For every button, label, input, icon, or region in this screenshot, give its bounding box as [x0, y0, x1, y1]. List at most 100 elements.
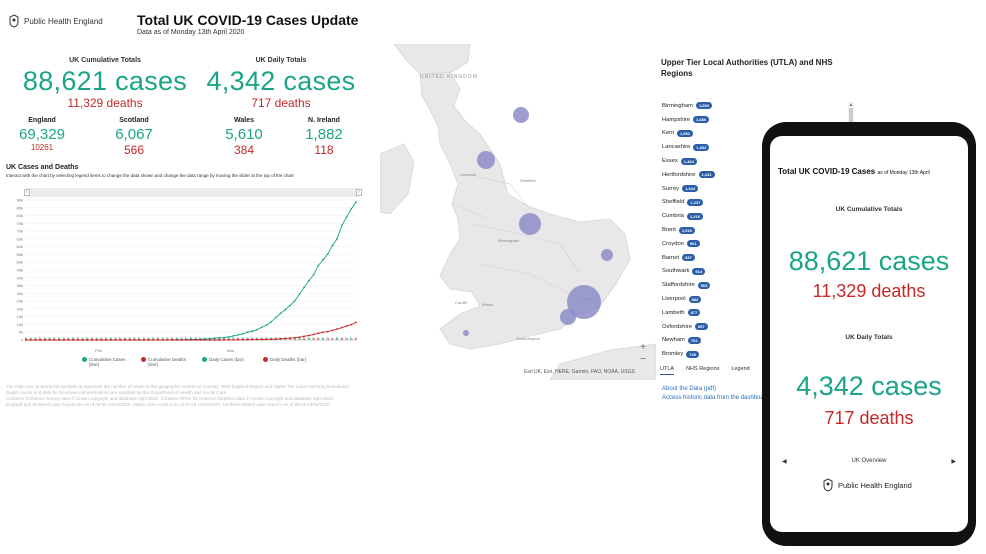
nation-name: Scotland: [119, 117, 149, 124]
utla-row[interactable]: Southwark 914: [662, 265, 848, 279]
utla-row[interactable]: Hampshire 1,686: [662, 113, 848, 127]
data-point: [312, 333, 315, 336]
data-point: [336, 328, 338, 330]
data-point: [91, 339, 93, 341]
utla-row[interactable]: Staffordshire 903: [662, 278, 848, 292]
phone-frame: Total UK COVID-19 Cases as of Monday 13t…: [762, 122, 976, 546]
data-point: [355, 321, 357, 324]
data-point: [147, 339, 150, 341]
nation-deaths: 10261: [30, 143, 54, 152]
legend-daily-deaths[interactable]: Daily Deaths (bar): [263, 357, 310, 367]
utla-row[interactable]: Liverpool 882: [662, 292, 848, 306]
case-bubble: [477, 151, 495, 169]
utla-name: Oxfordshire: [662, 323, 692, 330]
utla-row[interactable]: Birmingham 1,893: [662, 99, 848, 113]
scrollbar-thumb[interactable]: [849, 108, 853, 130]
data-point: [284, 308, 287, 311]
next-arrow-icon[interactable]: ▶: [951, 459, 956, 465]
phone-screen: Total UK COVID-19 Cases as of Monday 13t…: [770, 136, 968, 532]
legend-cumulative-cases[interactable]: Cumulative Cases (line): [82, 357, 127, 367]
cases-map[interactable]: UNITED KINGDOM Liverpool Sheffield Birmi…: [380, 44, 656, 380]
utla-row[interactable]: Surrey 1,344: [662, 182, 848, 196]
utla-row[interactable]: Lancashire 1,532: [662, 140, 848, 154]
prev-arrow-icon[interactable]: ◀: [782, 459, 787, 465]
data-point: [331, 244, 334, 247]
map-label: Southampton: [516, 336, 540, 341]
legend-daily-cases[interactable]: Daily Cases (bar): [202, 357, 249, 367]
utla-row[interactable]: Kent 1,552: [662, 127, 848, 141]
slider-handle-start[interactable]: ‹: [24, 189, 30, 196]
tab-utla[interactable]: UTLA: [660, 366, 675, 375]
about-data-link[interactable]: About the Data (pdf): [662, 386, 717, 392]
data-point: [251, 338, 254, 341]
utla-name: Newham: [662, 337, 685, 344]
nation-name: N. Ireland: [308, 117, 340, 124]
data-point: [326, 253, 329, 255]
data-point: [260, 338, 263, 341]
legend-cumulative-deaths[interactable]: Cumulative Deaths (line): [141, 357, 188, 367]
zoom-out-button[interactable]: −: [640, 354, 646, 365]
utla-row[interactable]: Lambeth 877: [662, 306, 848, 320]
data-point: [289, 337, 291, 339]
data-point: [237, 334, 240, 336]
data-point: [29, 339, 32, 341]
slider-handle-end[interactable]: ›: [356, 189, 362, 196]
data-point: [218, 336, 221, 339]
data-point: [322, 258, 324, 261]
utla-row[interactable]: Croydon 961: [662, 237, 848, 251]
utla-name: Staffordshire: [662, 282, 695, 289]
phe-logo: Public Health England: [8, 14, 103, 28]
historic-data-link[interactable]: Access historic data from the dashboard: [662, 395, 770, 401]
utla-count-badge: 1,464: [680, 157, 697, 165]
utla-row[interactable]: Essex 1,464: [662, 154, 848, 168]
data-point: [308, 279, 310, 282]
data-point: [275, 338, 277, 340]
legend-dot-icon: [202, 357, 207, 362]
data-point: [86, 339, 89, 341]
case-bubble: [463, 330, 469, 336]
utla-row[interactable]: Brent 1,016: [662, 223, 848, 237]
map-land-scotland: [393, 44, 471, 75]
data-point: [152, 339, 155, 341]
scroll-up-icon[interactable]: ▲: [848, 102, 854, 108]
data-point: [350, 208, 353, 210]
tab-nhs-regions[interactable]: NHS Regions: [686, 366, 720, 372]
utla-name: Barnet: [662, 254, 680, 261]
data-point: [119, 339, 122, 341]
data-point: [39, 339, 41, 341]
utla-row[interactable]: Sheffield 1,237: [662, 196, 848, 210]
map-label: Sheffield: [520, 178, 536, 183]
utla-row[interactable]: Cumbria 1,216: [662, 209, 848, 223]
data-point: [242, 338, 244, 341]
tab-legend[interactable]: Legend: [731, 366, 750, 372]
phone-cumulative-heading: UK Cumulative Totals: [835, 206, 903, 213]
y-tick-label: 80k: [17, 213, 23, 218]
utla-name: Lancashire: [662, 144, 691, 151]
utla-row[interactable]: Hertfordshire 1,441: [662, 168, 848, 182]
phone-date: as of Monday 13th April: [877, 170, 930, 176]
date-range-slider[interactable]: ‹ ›: [24, 188, 362, 197]
utla-name: Cumbria: [662, 213, 684, 220]
utla-row[interactable]: Oxfordshire 857: [662, 320, 848, 334]
data-point: [227, 336, 230, 338]
data-point: [204, 339, 207, 341]
y-tick-label: 65k: [17, 236, 23, 241]
utla-list: Birmingham 1,893 Hampshire 1,686 Kent 1,552 La…: [662, 99, 848, 361]
utla-row[interactable]: Bromley 749: [662, 347, 848, 361]
data-point: [246, 338, 249, 341]
data-point: [171, 339, 174, 341]
data-point: [77, 339, 79, 341]
case-bubble: [519, 213, 541, 235]
utla-count-badge: 1,344: [682, 185, 699, 193]
data-point: [345, 216, 348, 218]
phone-daily-deaths: 717 deaths: [824, 408, 914, 428]
y-tick-label: 75k: [17, 221, 23, 226]
utla-row[interactable]: Barnet 937: [662, 251, 848, 265]
case-bubble: [601, 249, 613, 261]
utla-row[interactable]: Newham 762: [662, 334, 848, 348]
data-point: [95, 339, 98, 341]
legend-dot-icon: [82, 357, 87, 362]
utla-name: Birmingham: [662, 102, 693, 109]
zoom-in-button[interactable]: +: [640, 342, 646, 353]
nation-cases: 69,329: [19, 126, 65, 143]
